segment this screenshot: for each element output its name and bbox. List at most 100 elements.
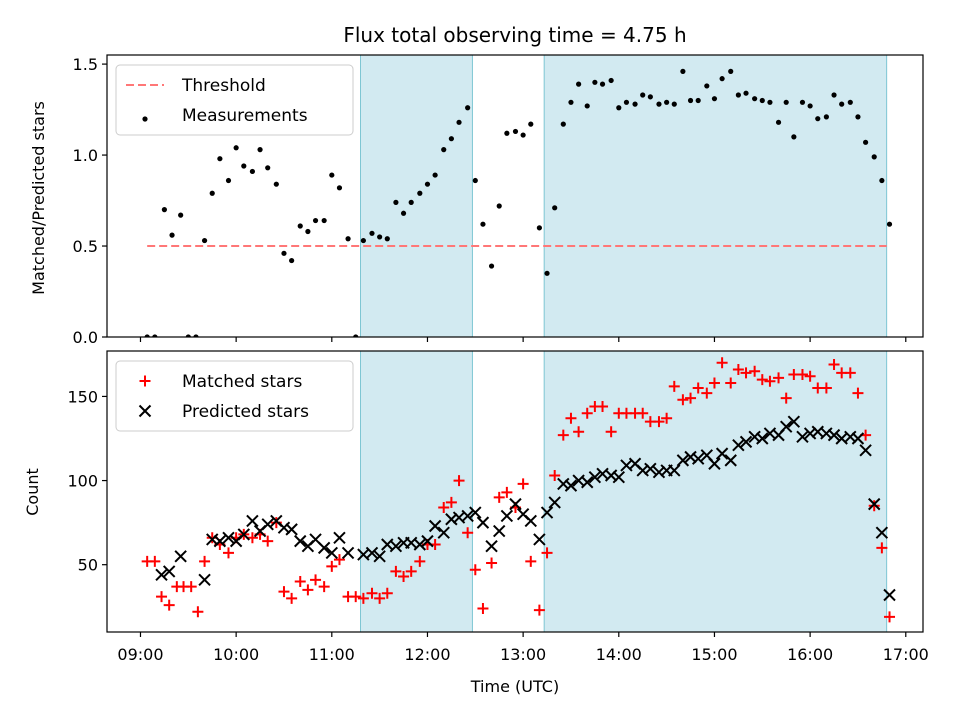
predicted-star-point — [796, 430, 809, 444]
measurement-point — [193, 334, 199, 337]
matched-star-point — [390, 565, 402, 577]
bottom-shaded-interval-1 — [543, 351, 888, 632]
matched-star-point — [310, 574, 322, 586]
measurement-point — [393, 199, 399, 205]
predicted-star-point — [588, 470, 602, 484]
predicted-star-point — [581, 476, 594, 489]
matched-star-point — [780, 392, 792, 404]
measurement-point — [441, 147, 447, 153]
chart-title: Flux total observing time = 4.75 h — [343, 23, 686, 47]
matched-star-point — [486, 557, 498, 569]
measurement-point — [432, 172, 438, 178]
measurement-point — [879, 177, 885, 184]
top-series-0 — [144, 68, 893, 337]
predicted-star-point — [787, 415, 801, 428]
matched-star-point — [262, 535, 274, 547]
matched-star-point — [302, 584, 314, 596]
predicted-star-point — [428, 519, 442, 533]
matched-star-point — [501, 486, 513, 498]
measurement-point — [321, 217, 327, 224]
bottom-legend: Matched stars Predicted stars — [115, 360, 354, 432]
measurement-point — [178, 212, 184, 218]
matched-star-point — [278, 586, 290, 598]
predicted-star-point — [461, 509, 474, 523]
measurement-point — [608, 77, 614, 84]
measurement-point — [799, 99, 806, 105]
predicted-star-point — [421, 534, 434, 548]
bottom-axes-frame — [106, 350, 924, 633]
measurement-point — [839, 101, 845, 107]
measurement-point — [664, 99, 670, 105]
measurement-point — [752, 96, 758, 102]
predicted-star-point — [162, 565, 176, 578]
top-y-tick-label: 0.0 — [73, 328, 98, 347]
predicted-star-point — [548, 496, 561, 509]
matched-star-point — [708, 377, 720, 389]
measurement-point — [241, 163, 247, 169]
matched-star-point — [469, 564, 481, 576]
predicted-star-point — [739, 435, 753, 449]
predicted-star-point — [883, 588, 896, 602]
matched-star-point — [661, 412, 673, 424]
matched-star-point — [156, 591, 168, 603]
measurement-point — [273, 181, 279, 187]
predicted-star-point — [851, 432, 865, 445]
measurement-point — [209, 190, 215, 196]
predicted-star-point — [174, 550, 187, 563]
measurement-point — [671, 101, 677, 107]
matched-star-point — [876, 542, 888, 554]
bottom-series-1 — [155, 415, 896, 602]
measurement-point — [855, 114, 861, 120]
x-tick-label: 16:00 — [787, 645, 833, 664]
predicted-star-point — [476, 516, 490, 529]
measurement-point — [480, 221, 486, 227]
matched-star-point — [192, 606, 204, 618]
matched-star-point — [445, 496, 457, 508]
x-axis-label: Time (UTC) — [470, 677, 559, 696]
measurement-point — [305, 228, 311, 235]
predicted-star-point — [389, 539, 403, 553]
measurement-point — [360, 237, 366, 244]
measurement-point — [815, 116, 821, 122]
x-tick-label: 15:00 — [691, 645, 737, 664]
predicted-star-point — [540, 506, 554, 519]
matched-star-point — [557, 429, 569, 441]
matched-star-point — [884, 611, 896, 623]
x-tick-label: 09:00 — [117, 645, 163, 664]
predicted-star-point — [485, 539, 498, 553]
measurement-point — [472, 177, 478, 184]
measurement-point — [680, 68, 686, 74]
top-y-tick-label: 1.0 — [73, 146, 98, 165]
predicted-star-point — [564, 479, 578, 492]
predicted-star-point — [875, 526, 889, 539]
matched-star-point — [701, 387, 713, 399]
matched-star-point — [716, 357, 728, 369]
top-shaded-interval-0 — [360, 55, 473, 337]
matched-star-point — [414, 555, 426, 567]
measurement-point — [233, 145, 239, 151]
matched-star-point — [653, 416, 665, 428]
measurement-point — [735, 92, 741, 98]
x-tick-label: 11:00 — [309, 645, 355, 664]
measurement-point — [520, 132, 526, 138]
matched-star-point — [333, 554, 345, 566]
predicted-star-point — [155, 568, 168, 581]
predicted-star-point — [779, 420, 793, 433]
measurement-point — [400, 210, 407, 216]
measurement-point — [871, 154, 877, 160]
matched-star-point — [477, 602, 489, 614]
x-tick-label: 13:00 — [500, 645, 546, 664]
measurement-point — [831, 92, 837, 98]
matched-star-point — [796, 369, 808, 381]
x-tick-label: 12:00 — [404, 645, 450, 664]
top-y-tick-label: 0.5 — [73, 237, 98, 256]
measurement-point — [823, 114, 829, 120]
measurement-point — [465, 105, 471, 111]
measurement-point — [632, 101, 638, 107]
measurement-point — [152, 334, 158, 337]
matched-star-point — [565, 412, 577, 424]
measurement-point — [719, 76, 725, 82]
matched-star-point — [381, 587, 393, 599]
measurement-point — [408, 199, 414, 205]
legend-predicted-swatch — [138, 404, 152, 418]
